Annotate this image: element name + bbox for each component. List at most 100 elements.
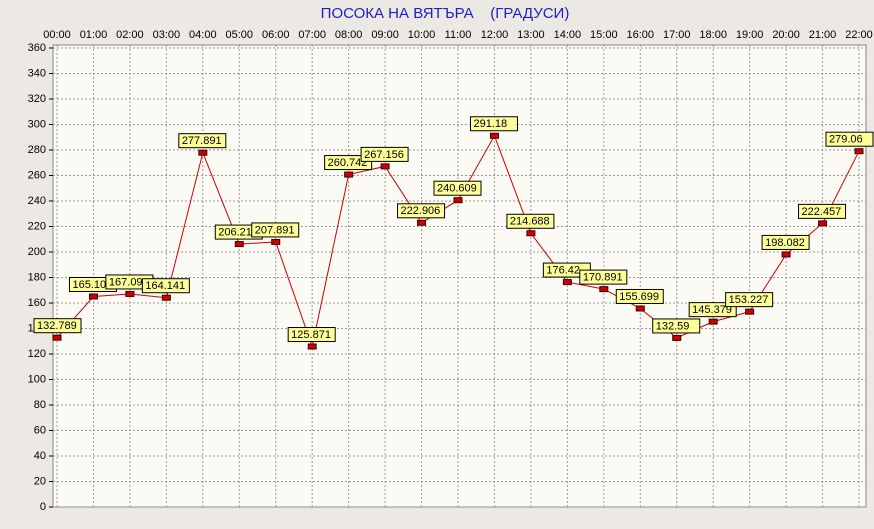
value-label: 260.742 xyxy=(328,157,368,169)
point-marker xyxy=(380,163,390,170)
y-tick-label: 80 xyxy=(34,399,46,411)
x-tick-label: 22:00 xyxy=(845,29,873,41)
label-box xyxy=(825,131,874,147)
x-tick-label: 14:00 xyxy=(554,29,582,41)
x-tick-label: 09:00 xyxy=(371,29,399,41)
value-label: 291.18 xyxy=(473,118,507,130)
label-box xyxy=(615,288,664,304)
chart-title: ПОСОКА НА ВЯТЪРА (ГРАДУСИ) xyxy=(321,5,570,22)
label-box xyxy=(287,327,336,343)
x-tick-label: 04:00 xyxy=(189,29,217,41)
value-label: 176.42 xyxy=(546,264,580,276)
value-label: 206.21 xyxy=(218,226,252,238)
value-label: 222.457 xyxy=(802,206,842,218)
x-tick-label: 21:00 xyxy=(809,29,837,41)
value-label: 155.699 xyxy=(619,291,659,303)
x-tick-label: 15:00 xyxy=(590,29,618,41)
y-tick-label: 100 xyxy=(28,373,46,385)
label-box xyxy=(178,133,227,149)
x-tick-label: 06:00 xyxy=(262,29,290,41)
point-marker xyxy=(562,279,572,286)
point-marker xyxy=(417,219,427,226)
x-tick-label: 00:00 xyxy=(43,29,71,41)
x-tick-label: 03:00 xyxy=(153,29,181,41)
point-marker xyxy=(708,318,718,325)
point-marker xyxy=(489,132,499,139)
value-label: 277.891 xyxy=(182,135,222,147)
point-marker xyxy=(88,293,98,300)
y-tick-label: 160 xyxy=(28,297,46,309)
point-marker xyxy=(125,290,135,297)
y-tick-label: 240 xyxy=(28,195,46,207)
point-marker xyxy=(526,230,536,237)
value-label: 145.379 xyxy=(692,304,732,316)
point-marker xyxy=(307,343,317,350)
y-tick-label: 260 xyxy=(28,169,46,181)
y-tick-label: 120 xyxy=(28,348,46,360)
x-tick-label: 19:00 xyxy=(736,29,764,41)
point-marker xyxy=(635,305,645,312)
value-label: 214.688 xyxy=(510,216,550,228)
value-label: 207.891 xyxy=(255,224,295,236)
value-label: 267.156 xyxy=(364,149,404,161)
y-tick-label: 200 xyxy=(28,246,46,258)
y-tick-label: 180 xyxy=(28,271,46,283)
value-label: 198.082 xyxy=(765,237,805,249)
y-tick-label: 40 xyxy=(34,450,46,462)
point-marker xyxy=(161,294,171,301)
x-tick-label: 11:00 xyxy=(445,29,472,41)
point-marker xyxy=(198,149,208,156)
point-marker xyxy=(344,171,354,178)
x-tick-label: 10:00 xyxy=(408,29,436,41)
x-tick-label: 12:00 xyxy=(481,29,509,41)
point-marker xyxy=(672,334,682,341)
x-tick-label: 08:00 xyxy=(335,29,363,41)
value-label: 279.06 xyxy=(829,134,863,146)
point-marker xyxy=(271,238,281,245)
label-box xyxy=(506,213,555,229)
point-marker xyxy=(52,334,62,341)
value-label: 153.227 xyxy=(729,294,769,306)
x-tick-label: 01:00 xyxy=(80,29,108,41)
label-box xyxy=(141,278,190,294)
y-tick-label: 320 xyxy=(28,93,46,105)
x-tick-label: 18:00 xyxy=(699,29,727,41)
y-tick-label: 340 xyxy=(28,67,46,79)
label-box xyxy=(397,203,446,219)
x-tick-label: 07:00 xyxy=(298,29,326,41)
x-tick-label: 05:00 xyxy=(226,29,254,41)
label-box xyxy=(579,269,628,285)
value-label: 222.906 xyxy=(401,205,441,217)
value-label: 132.789 xyxy=(37,320,77,332)
y-tick-label: 60 xyxy=(34,424,46,436)
value-label: 132.59 xyxy=(656,320,690,332)
y-tick-label: 0 xyxy=(40,501,46,513)
point-marker xyxy=(818,220,828,227)
point-marker xyxy=(453,197,463,204)
value-label: 125.871 xyxy=(291,329,331,341)
value-label: 167.09 xyxy=(109,276,143,288)
label-box xyxy=(433,180,482,196)
x-tick-label: 16:00 xyxy=(627,29,655,41)
label-box xyxy=(652,318,701,334)
x-tick-label: 17:00 xyxy=(663,29,691,41)
y-tick-label: 220 xyxy=(28,220,46,232)
label-box xyxy=(798,203,847,219)
point-marker xyxy=(599,286,609,293)
label-box xyxy=(33,318,82,334)
label-box xyxy=(251,222,300,238)
y-tick-label: 280 xyxy=(28,144,46,156)
x-tick-label: 02:00 xyxy=(116,29,144,41)
label-box xyxy=(725,292,774,308)
x-tick-label: 13:00 xyxy=(517,29,545,41)
value-label: 165.10 xyxy=(72,279,106,291)
label-box xyxy=(761,234,810,250)
x-tick-label: 20:00 xyxy=(772,29,800,41)
label-box xyxy=(360,146,409,162)
label-box xyxy=(324,155,373,171)
plot-area xyxy=(52,44,867,508)
point-marker xyxy=(854,148,864,155)
y-tick-label: 300 xyxy=(28,118,46,130)
label-box xyxy=(469,116,518,132)
